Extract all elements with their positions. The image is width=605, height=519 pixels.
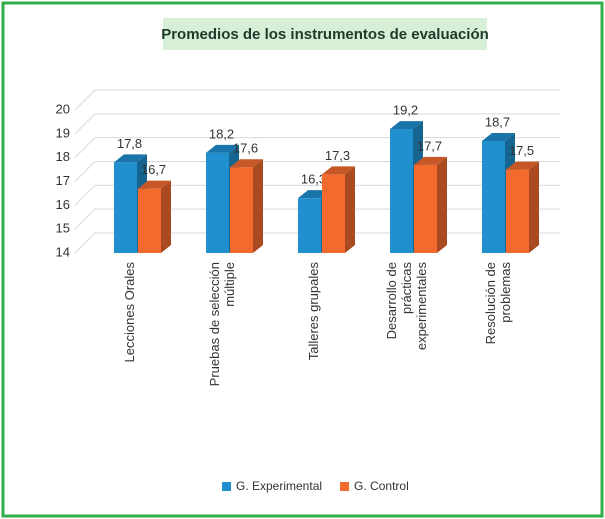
bar-side bbox=[161, 180, 171, 253]
y-tick-label: 16 bbox=[56, 197, 70, 212]
legend-swatch bbox=[222, 482, 231, 491]
data-label: 18,7 bbox=[485, 114, 510, 129]
bar-side bbox=[437, 156, 447, 253]
y-tick-label: 19 bbox=[56, 125, 70, 140]
data-label: 17,3 bbox=[325, 148, 350, 163]
bar-top bbox=[206, 144, 239, 153]
data-label: 16,3 bbox=[301, 172, 326, 187]
title-box bbox=[163, 18, 487, 50]
legend-swatch bbox=[340, 482, 350, 491]
chart-title: Promedios de los instrumentos de evaluac… bbox=[161, 26, 489, 43]
x-tick-label: Pruebas de selecciónmúltiple bbox=[207, 262, 237, 386]
y-tick-label: 14 bbox=[56, 244, 70, 259]
bar-front bbox=[114, 162, 137, 253]
data-label: 16,7 bbox=[141, 162, 166, 177]
bar-front bbox=[482, 140, 505, 253]
bar-front bbox=[506, 169, 529, 253]
data-label: 18,2 bbox=[209, 126, 234, 141]
bar-side bbox=[529, 161, 539, 253]
bar-front bbox=[298, 198, 321, 253]
bar-top bbox=[506, 161, 539, 170]
x-tick-label: Desarrollo deprácticasexperimentales bbox=[384, 262, 429, 351]
bar-front bbox=[414, 164, 437, 253]
y-tick-label: 20 bbox=[56, 101, 70, 116]
grid-line bbox=[74, 113, 560, 135]
bar-front bbox=[230, 167, 253, 253]
bar-top bbox=[414, 156, 447, 165]
data-label: 17,7 bbox=[417, 138, 442, 153]
grid-line bbox=[74, 89, 560, 111]
data-label: 17,5 bbox=[509, 143, 534, 158]
x-tick-label: Lecciones Orales bbox=[122, 262, 137, 363]
y-tick-label: 17 bbox=[56, 173, 70, 188]
bar-top bbox=[230, 159, 263, 168]
bar-top bbox=[138, 180, 171, 189]
x-tick-label: Talleres grupales bbox=[306, 262, 321, 361]
bar-front bbox=[390, 129, 413, 253]
bar-top bbox=[322, 166, 355, 175]
bar-front bbox=[138, 188, 161, 253]
bar-top bbox=[390, 121, 423, 130]
data-label: 17,6 bbox=[233, 141, 258, 156]
bar-front bbox=[206, 152, 229, 253]
data-label: 17,8 bbox=[117, 136, 142, 151]
y-tick-label: 15 bbox=[56, 221, 70, 236]
bar-top bbox=[482, 132, 515, 141]
bar-front bbox=[322, 174, 345, 253]
bar-top bbox=[114, 154, 147, 163]
data-label: 19,2 bbox=[393, 103, 418, 118]
y-tick-label: 18 bbox=[56, 149, 70, 164]
x-tick-label: Resolución deproblemas bbox=[483, 262, 513, 345]
bar-side bbox=[345, 166, 355, 253]
legend-label: G. Experimental bbox=[236, 479, 322, 493]
legend-label: G. Control bbox=[354, 479, 409, 493]
bar-side bbox=[253, 159, 263, 253]
